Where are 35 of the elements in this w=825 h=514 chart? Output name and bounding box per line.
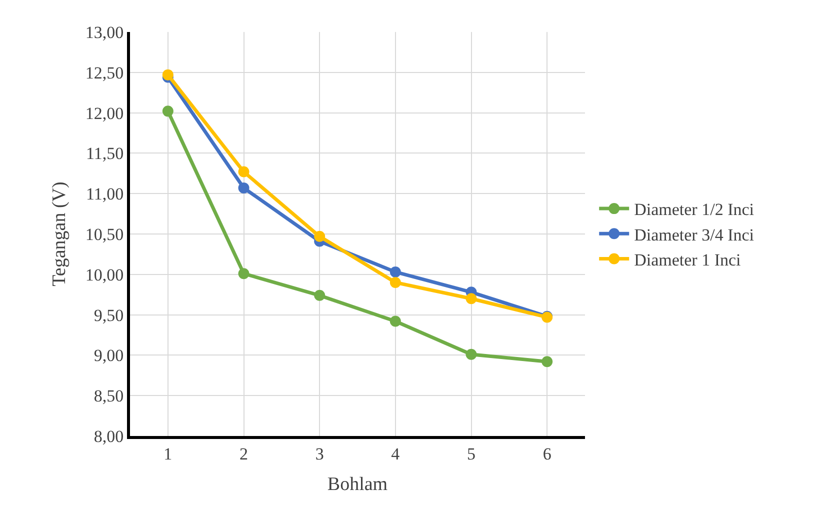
point <box>390 316 401 327</box>
point <box>390 266 401 278</box>
y-tick-label: 11,50 <box>86 144 124 164</box>
point <box>542 356 553 368</box>
y-tick-label: 9,50 <box>94 306 124 325</box>
y-tick-label: 8,00 <box>94 426 124 446</box>
legend-label: Diameter 1 Inci <box>634 250 742 270</box>
y-tick-label: 10,00 <box>85 265 124 284</box>
point <box>390 276 401 288</box>
point <box>314 230 326 242</box>
point <box>238 268 250 280</box>
point <box>238 182 250 194</box>
y-tick-label: 12,00 <box>85 104 124 123</box>
y-axis-title: Tegangan (V) <box>49 182 70 286</box>
legend-label: Diameter 1/2 Inci <box>634 200 754 220</box>
x-tick-label: 5 <box>467 444 476 464</box>
x-tick-label: 3 <box>315 444 324 464</box>
y-tick-label: 13,00 <box>85 22 124 42</box>
point <box>466 348 477 360</box>
point <box>162 106 174 117</box>
point <box>238 166 250 178</box>
x-axis-title: Bohlam <box>327 474 388 496</box>
x-tick-label: 4 <box>391 444 400 464</box>
y-tick-label: 9,00 <box>94 346 124 366</box>
y-tick-label: 8,50 <box>94 386 124 406</box>
y-tick-label: 10,50 <box>85 224 124 244</box>
y-tick-label: 12,50 <box>85 63 124 82</box>
point <box>314 290 326 301</box>
legend-label: Diameter 3/4 Inci <box>634 225 754 244</box>
point <box>162 69 174 80</box>
x-tick-label: 6 <box>542 444 552 464</box>
point <box>466 293 477 304</box>
x-tick-label: 2 <box>240 444 248 464</box>
x-tick-label: 1 <box>164 444 172 464</box>
y-tick-label: 11,00 <box>86 184 124 204</box>
